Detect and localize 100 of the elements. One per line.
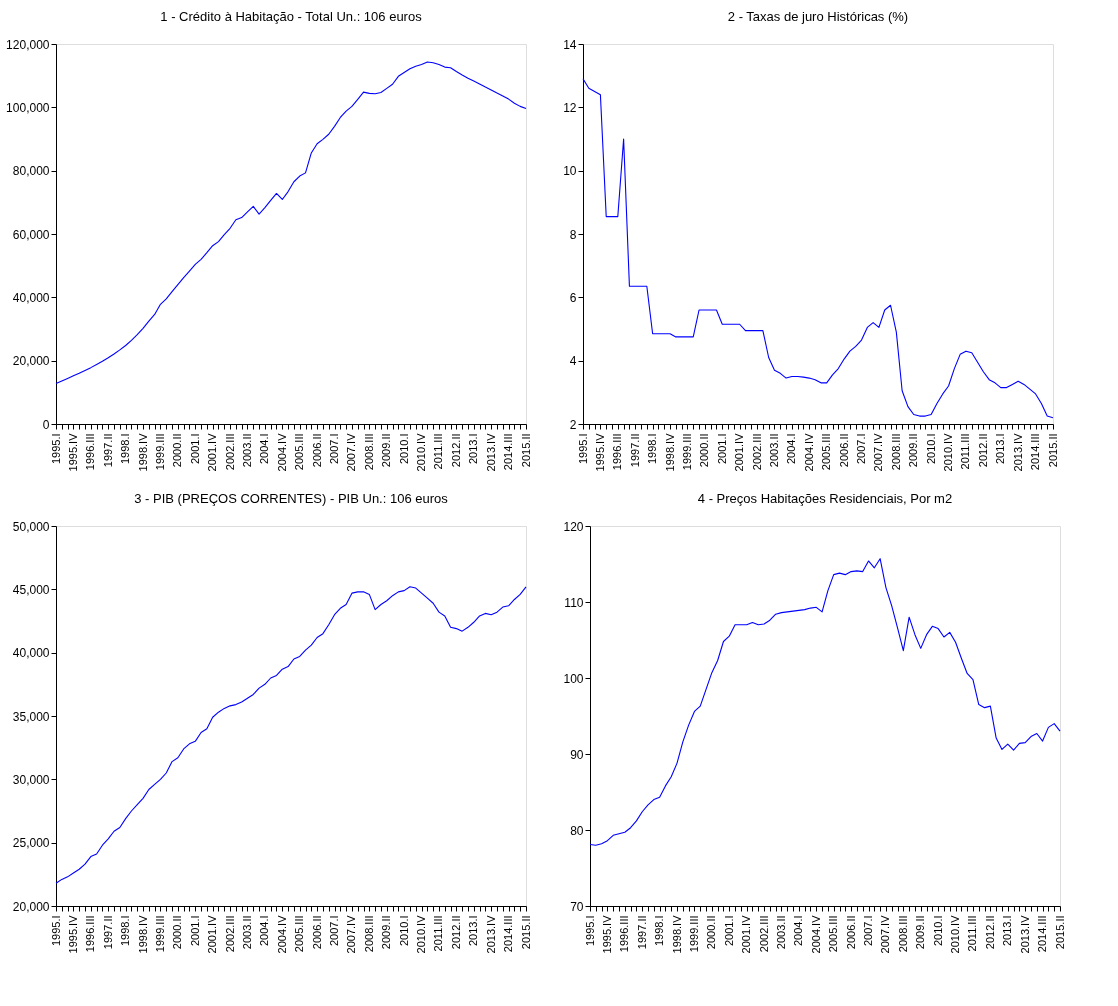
x-tick-label: 2012.II <box>449 915 462 950</box>
x-tick-label: 1999.III <box>687 915 700 953</box>
x-tick-label: 2004.IV <box>275 432 288 472</box>
x-tick-label: 1999.III <box>680 433 693 471</box>
x-tick-label: 2014.III <box>502 915 515 953</box>
x-tick-label: 2007.IV <box>879 914 892 954</box>
x-tick-label: 2000.II <box>171 915 184 950</box>
x-tick-label: 2001.I <box>188 915 201 947</box>
y-tick-label: 40,000 <box>12 290 50 305</box>
x-tick-label: 2009.II <box>380 915 393 950</box>
x-tick-label: 2004.I <box>785 433 798 465</box>
x-tick-label: 2011.III <box>966 915 979 952</box>
x-tick-label: 2011.III <box>432 433 445 470</box>
x-tick-label: 2007.IV <box>345 914 358 954</box>
x-tick-label: 2007.I <box>328 433 341 465</box>
line-series <box>589 558 1061 846</box>
x-tick-label: 2008.III <box>362 915 375 953</box>
line-series <box>55 586 527 884</box>
chart-title: 3 - PIB (PREÇOS CORRENTES) - PIB Un.: 106 euros <box>134 491 449 506</box>
y-tick-label: 2 <box>569 417 577 432</box>
y-tick-label: 20,000 <box>12 899 50 914</box>
x-tick-label: 2008.III <box>896 915 909 953</box>
x-tick-label: 2006.II <box>310 433 323 468</box>
x-tick-label: 2013.I <box>467 433 480 465</box>
y-tick-label: 60,000 <box>12 227 50 242</box>
y-tick-label: 4 <box>569 354 577 369</box>
chart-title: 4 - Preços Habitações Residenciais, Por m2 <box>697 491 953 506</box>
x-tick-label: 1996.III <box>611 433 624 471</box>
y-tick-label: 80 <box>570 823 584 838</box>
x-tick-label: 2004.I <box>258 433 271 465</box>
x-tick-label: 2007.IV <box>345 432 358 472</box>
x-tick-label: 2000.II <box>698 433 711 468</box>
x-tick-label: 1995.IV <box>66 914 79 954</box>
line-series <box>582 78 1054 419</box>
x-tick-label: 2015.II <box>1046 433 1059 468</box>
line-series <box>55 61 527 385</box>
x-tick-label: 1998.IV <box>663 432 676 472</box>
x-tick-label: 2014.III <box>502 433 515 471</box>
x-tick-label: 2006.II <box>844 915 857 950</box>
x-tick-label: 2010.IV <box>949 914 962 954</box>
x-tick-label: 1998.IV <box>136 914 149 954</box>
x-tick-label: 2014.III <box>1029 433 1042 471</box>
x-tick-label: 2005.III <box>293 433 306 471</box>
y-tick-label: 30,000 <box>12 772 50 787</box>
x-tick-label: 1995.I <box>49 433 62 465</box>
x-tick-label: 2002.III <box>223 915 236 953</box>
x-tick-label: 2011.III <box>432 915 445 952</box>
y-tick-label: 100,000 <box>6 100 50 115</box>
y-tick-label: 110 <box>564 595 584 610</box>
x-tick-label: 2000.II <box>171 433 184 468</box>
x-tick-label: 2005.III <box>827 915 840 953</box>
y-tick-label: 25,000 <box>12 836 50 851</box>
x-tick-label: 2013.IV <box>1011 432 1024 472</box>
x-tick-label: 1996.III <box>84 433 97 471</box>
x-tick-label: 2004.IV <box>275 914 288 954</box>
x-tick-label: 2007.I <box>328 915 341 947</box>
x-tick-label: 2012.II <box>976 433 989 468</box>
y-tick-label: 120,000 <box>6 37 50 52</box>
x-tick-label: 2014.III <box>1036 915 1049 953</box>
x-tick-label: 2012.II <box>449 433 462 468</box>
x-tick-label: 1996.III <box>84 915 97 953</box>
x-tick-label: 2010.IV <box>415 914 428 954</box>
x-tick-label: 2010.I <box>397 915 410 947</box>
x-tick-label: 2013.IV <box>1018 914 1031 954</box>
x-tick-label: 2004.I <box>258 915 271 947</box>
y-tick-label: 14 <box>563 37 577 52</box>
chart-title: 1 - Crédito à Habitação - Total Un.: 106 euros <box>160 9 423 24</box>
x-tick-label: 2009.II <box>907 433 920 468</box>
x-tick-label: 1997.II <box>101 915 114 950</box>
x-tick-label: 2007.IV <box>872 432 885 472</box>
x-tick-label: 2013.I <box>1001 915 1014 947</box>
x-tick-label: 1995.I <box>583 915 596 947</box>
x-tick-label: 2002.III <box>223 433 236 471</box>
x-tick-label: 1998.I <box>646 433 659 465</box>
x-tick-label: 1995.IV <box>66 432 79 472</box>
x-tick-label: 2010.I <box>931 915 944 947</box>
x-tick-label: 1998.I <box>653 915 666 947</box>
x-tick-label: 2002.III <box>750 433 763 471</box>
y-tick-label: 70 <box>570 899 584 914</box>
x-tick-label: 2009.II <box>380 433 393 468</box>
x-tick-label: 1998.IV <box>136 432 149 472</box>
x-tick-label: 1995.I <box>576 433 589 465</box>
x-tick-label: 2013.I <box>467 915 480 947</box>
x-tick-label: 2001.IV <box>733 432 746 472</box>
x-tick-label: 2001.I <box>715 433 728 465</box>
x-tick-label: 1997.II <box>101 433 114 468</box>
x-tick-label: 2006.II <box>310 915 323 950</box>
y-tick-label: 35,000 <box>12 709 50 724</box>
x-tick-label: 2001.I <box>188 433 201 465</box>
x-tick-label: 1998.I <box>119 433 132 465</box>
x-tick-label: 2004.IV <box>809 914 822 954</box>
x-tick-label: 2011.III <box>959 433 972 470</box>
x-tick-label: 2000.II <box>705 915 718 950</box>
x-tick-label: 2007.I <box>862 915 875 947</box>
x-tick-label: 2003.II <box>767 433 780 468</box>
y-tick-label: 45,000 <box>12 582 50 597</box>
y-tick-label: 20,000 <box>12 354 50 369</box>
x-tick-label: 2008.III <box>889 433 902 471</box>
x-tick-label: 2013.IV <box>484 432 497 472</box>
x-tick-label: 2010.I <box>397 433 410 465</box>
